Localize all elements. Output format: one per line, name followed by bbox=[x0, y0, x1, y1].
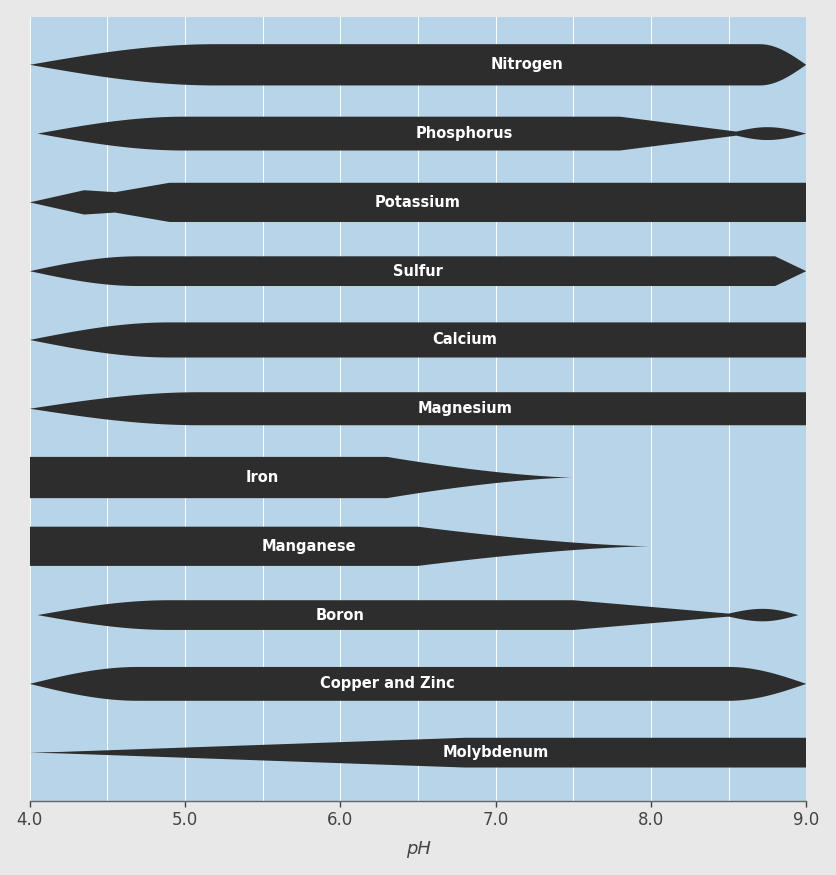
Text: Copper and Zinc: Copper and Zinc bbox=[319, 676, 454, 691]
Text: Boron: Boron bbox=[316, 607, 364, 623]
Text: Manganese: Manganese bbox=[262, 539, 357, 554]
Text: Calcium: Calcium bbox=[432, 332, 497, 347]
Polygon shape bbox=[30, 183, 806, 222]
Polygon shape bbox=[30, 600, 806, 630]
Polygon shape bbox=[30, 527, 806, 566]
Text: Molybdenum: Molybdenum bbox=[442, 746, 548, 760]
Text: Nitrogen: Nitrogen bbox=[491, 58, 563, 73]
Text: Phosphorus: Phosphorus bbox=[415, 126, 513, 141]
Polygon shape bbox=[30, 392, 806, 425]
Polygon shape bbox=[30, 457, 806, 498]
Polygon shape bbox=[30, 738, 806, 767]
Polygon shape bbox=[30, 116, 806, 150]
Text: Sulfur: Sulfur bbox=[393, 263, 443, 278]
Text: Magnesium: Magnesium bbox=[417, 402, 512, 416]
Polygon shape bbox=[30, 256, 806, 286]
Polygon shape bbox=[30, 667, 806, 701]
Text: Potassium: Potassium bbox=[375, 195, 461, 210]
Polygon shape bbox=[30, 322, 806, 358]
Text: Iron: Iron bbox=[246, 470, 279, 485]
X-axis label: pH: pH bbox=[405, 840, 431, 858]
Polygon shape bbox=[30, 44, 806, 86]
